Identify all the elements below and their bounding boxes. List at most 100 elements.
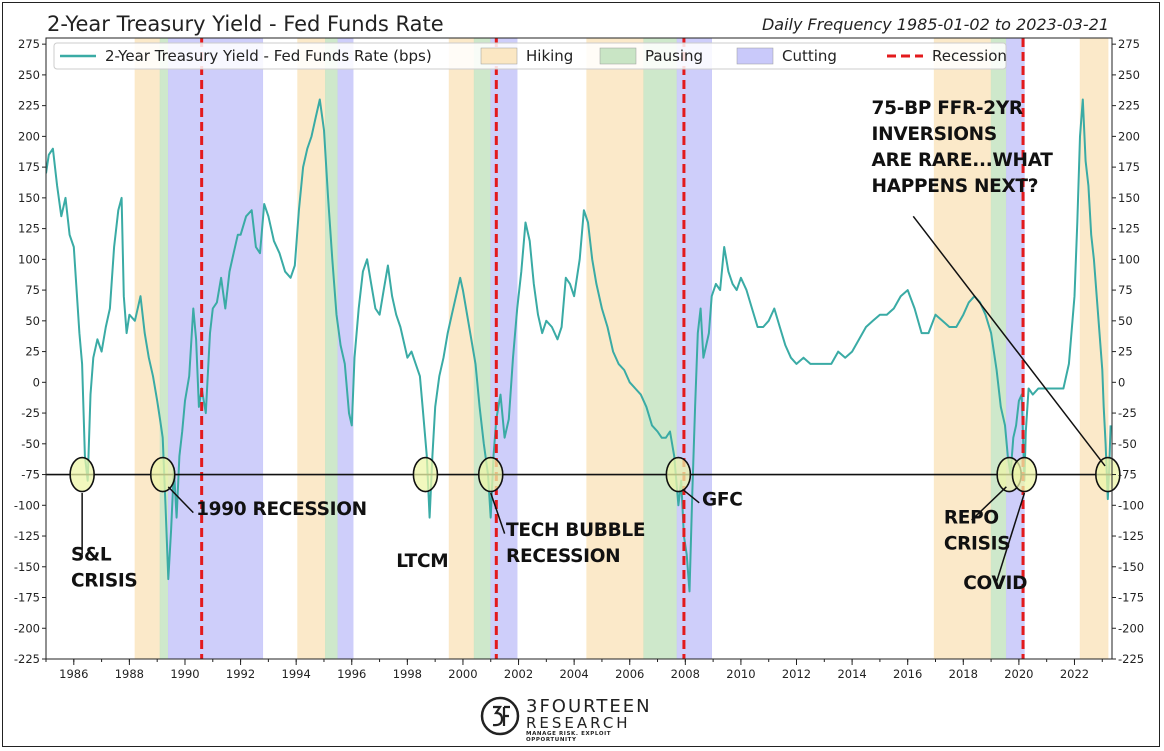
x-tick-label: 1996 xyxy=(337,667,366,681)
y-tick-label-left: -225 xyxy=(14,652,40,666)
chart-title: 2-Year Treasury Yield - Fed Funds Rate xyxy=(47,12,444,36)
annotation-line: INVERSIONS xyxy=(872,124,997,145)
inversion-marker xyxy=(477,456,504,493)
annotation-line: RECESSION xyxy=(506,546,620,567)
regime-band-cutting xyxy=(168,38,264,659)
y-tick-label-right: -25 xyxy=(1118,406,1137,420)
y-tick-label-left: 150 xyxy=(18,191,40,205)
y-tick-label-left: -100 xyxy=(14,498,40,512)
y-tick-label-left: 200 xyxy=(18,129,40,143)
x-tick-label: 1998 xyxy=(393,667,422,681)
annotation-arrow xyxy=(995,492,1026,582)
x-tick-label: 2022 xyxy=(1060,667,1089,681)
y-tick-label-left: 25 xyxy=(25,345,40,359)
x-tick-label: 2004 xyxy=(559,667,588,681)
annotation-arrow xyxy=(682,488,700,504)
inversion-marker xyxy=(149,456,176,493)
x-tick-label: 1986 xyxy=(59,667,88,681)
y-tick-label-left: -75 xyxy=(21,468,40,482)
x-tick-label: 2016 xyxy=(893,667,922,681)
brand-logo: 3FOURTEEN RESEARCH MANAGE RISK. EXPLOIT … xyxy=(480,692,660,743)
regime-band-pausing xyxy=(325,38,339,659)
regime-band-hiking xyxy=(448,38,475,659)
x-tick-label: 1990 xyxy=(170,667,199,681)
y-tick-label-right: 175 xyxy=(1118,160,1140,174)
y-tick-label-right: -150 xyxy=(1118,560,1144,574)
brand-tagline: MANAGE RISK. EXPLOIT OPPORTUNITY xyxy=(526,731,612,743)
annotation-line: HAPPENS NEXT? xyxy=(872,176,1039,197)
inversion-marker xyxy=(412,456,439,493)
y-tick-label-right: -50 xyxy=(1118,437,1137,451)
annotation-text: S&L CRISIS xyxy=(71,545,137,592)
series-group xyxy=(46,98,1112,593)
chart-subtitle: Daily Frequency 1985-01-02 to 2023-03-21 xyxy=(761,15,1109,34)
x-tick-label: 1994 xyxy=(282,667,311,681)
y-tick-label-right: -75 xyxy=(1118,468,1137,482)
y-tick-label-right: 250 xyxy=(1118,68,1140,82)
legend-swatch-cutting xyxy=(736,47,774,65)
legend-label: Recession xyxy=(932,47,1007,65)
y-tick-label-right: 225 xyxy=(1118,99,1140,113)
brand-name: 3FOURTEEN xyxy=(526,696,652,717)
annotation-line: 75-BP FFR-2YR xyxy=(872,98,1023,119)
annotation-line: CRISIS xyxy=(71,571,137,592)
x-tick-label: 2010 xyxy=(726,667,755,681)
y-tick-label-right: -175 xyxy=(1118,591,1144,605)
regime-band-hiking xyxy=(933,38,992,659)
annotation-line: TECH BUBBLE xyxy=(506,520,645,541)
inversion-marker xyxy=(665,456,692,493)
annotation-arrow xyxy=(971,486,1007,521)
3f-circle-logo-icon xyxy=(480,696,520,736)
annotation-line: GFC xyxy=(702,489,743,510)
x-tick-label: 2000 xyxy=(448,667,477,681)
x-tick-label: 2014 xyxy=(837,667,866,681)
y-tick-label-left: 125 xyxy=(18,222,40,236)
x-tick-label: 1988 xyxy=(115,667,144,681)
inversion-marker xyxy=(69,456,95,493)
y-tick-label-right: -200 xyxy=(1118,621,1144,635)
annotation-arrow xyxy=(167,486,194,514)
plot-border xyxy=(45,37,1113,660)
x-tick-label: 2002 xyxy=(504,667,533,681)
regime-band-pausing xyxy=(643,38,678,659)
annotation-line: CRISIS xyxy=(944,534,1010,555)
legend-label: 2-Year Treasury Yield - Fed Funds Rate (… xyxy=(105,47,432,65)
y-tick-label-right: 125 xyxy=(1118,222,1140,236)
regime-band-hiking xyxy=(297,38,326,659)
annotation-arrow xyxy=(912,215,1106,467)
x-tick-label: 1992 xyxy=(226,667,255,681)
legend: 2-Year Treasury Yield - Fed Funds Rate (… xyxy=(53,42,1007,70)
annotation-line: 1990 RECESSION xyxy=(196,499,367,520)
regime-bands xyxy=(134,38,1109,659)
y-tick-label-right: 100 xyxy=(1118,252,1140,266)
y-tick-label-left: 250 xyxy=(18,68,40,82)
annotation-text: REPO CRISIS xyxy=(944,508,1010,555)
y-tick-label-right: 25 xyxy=(1118,345,1133,359)
brand-subtitle: RESEARCH xyxy=(526,714,631,732)
inversion-marker xyxy=(1095,456,1121,493)
y-tick-label-left: 225 xyxy=(18,99,40,113)
annotation-text: TECH BUBBLE RECESSION xyxy=(506,520,645,567)
y-tick-label-right: -125 xyxy=(1118,529,1144,543)
y-tick-label-left: 0 xyxy=(33,375,40,389)
annotation-line: S&L xyxy=(71,545,112,566)
inversion-marker xyxy=(1011,456,1038,493)
y-tick-label-right: 150 xyxy=(1118,191,1140,205)
y-tick-label-left: -50 xyxy=(21,437,40,451)
y-tick-label-right: 200 xyxy=(1118,129,1140,143)
annotation-text: 1990 RECESSION xyxy=(196,499,367,520)
annotation-text: LTCM xyxy=(396,551,448,572)
y-tick-label-right: -225 xyxy=(1118,652,1144,666)
y-tick-label-left: 50 xyxy=(25,314,40,328)
y-tick-label-right: 275 xyxy=(1118,37,1140,51)
series-line xyxy=(46,98,1112,593)
y-tick-label-left: -200 xyxy=(14,621,40,635)
y-tick-label-right: 75 xyxy=(1118,283,1133,297)
x-tick-label: 2020 xyxy=(1004,667,1033,681)
x-tick-label: 2008 xyxy=(671,667,700,681)
y-tick-label-left: -25 xyxy=(21,406,40,420)
y-tick-label-right: 0 xyxy=(1118,375,1125,389)
annotation-line: LTCM xyxy=(396,551,448,572)
legend-label: Pausing xyxy=(645,47,703,65)
